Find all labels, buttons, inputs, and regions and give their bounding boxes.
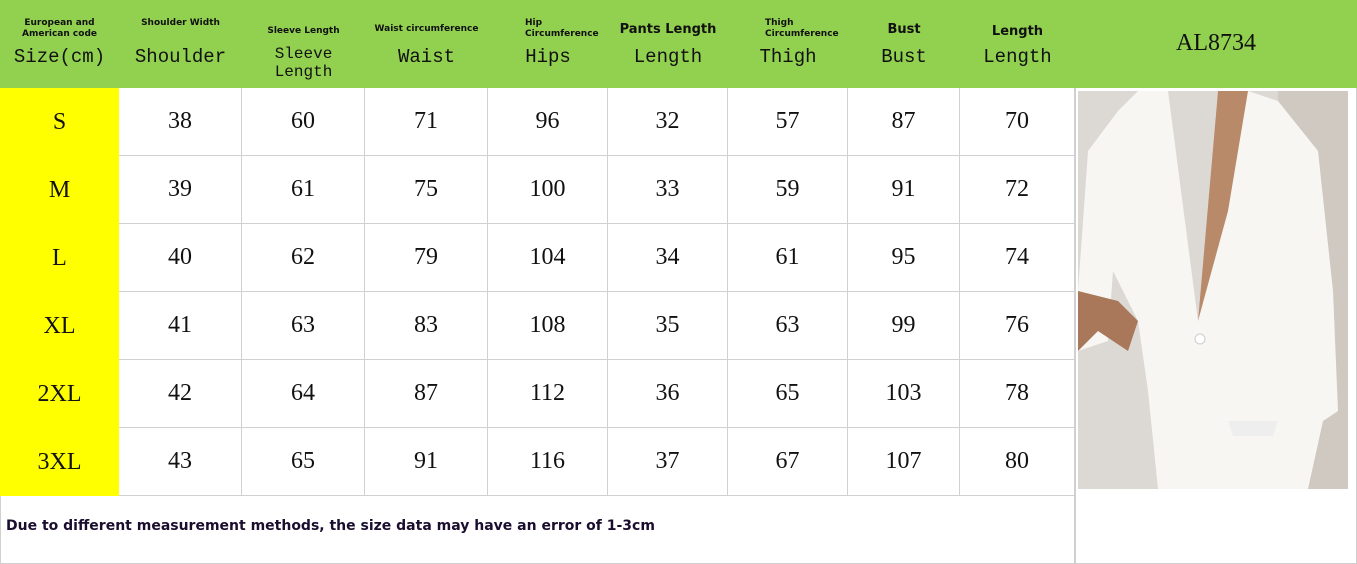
measurement-cell: 78 [960, 360, 1075, 428]
measurement-cell: 104 [488, 224, 608, 292]
measurement-cell: 62 [242, 224, 365, 292]
measurement-cell: 42 [119, 360, 242, 428]
measurement-cell: 107 [848, 428, 960, 496]
table-header: European and American code Size(cm) Should… [0, 0, 1357, 88]
measurement-cell: 79 [365, 224, 488, 292]
column-header-label: Length [983, 46, 1052, 68]
measurement-cell: 40 [119, 224, 242, 292]
measurement-cell: 116 [488, 428, 608, 496]
measurement-cell: 112 [488, 360, 608, 428]
measurement-cell: 64 [242, 360, 365, 428]
column-header: Thigh Circumference Thigh [728, 0, 848, 88]
column-header-description: Hip Circumference [525, 18, 599, 39]
measurement-cell: 38 [119, 88, 242, 156]
measurement-cell: 63 [728, 292, 848, 360]
column-header-description: European and American code [22, 18, 97, 39]
measurement-cell: 91 [365, 428, 488, 496]
measurement-cell: 43 [119, 428, 242, 496]
measurement-cell: 103 [848, 360, 960, 428]
column-header-label: Size(cm) [13, 46, 106, 68]
column-header: Pants Length Length [608, 0, 728, 88]
column-header-label: Hips [525, 46, 571, 68]
measurement-cell: 65 [242, 428, 365, 496]
measurement-cell: 57 [728, 88, 848, 156]
size-label: S [0, 88, 119, 156]
size-label: XL [0, 292, 119, 360]
measurement-cell: 74 [960, 224, 1075, 292]
column-header-description: Shoulder Width [141, 18, 220, 28]
size-label: L [0, 224, 119, 292]
measurement-cell: 35 [608, 292, 728, 360]
measurement-cell: 41 [119, 292, 242, 360]
column-header-label: Bust [881, 46, 927, 68]
measurement-cell: 100 [488, 156, 608, 224]
measurement-cell: 65 [728, 360, 848, 428]
column-header-label: Thigh [759, 46, 817, 68]
measurement-cell: 83 [365, 292, 488, 360]
column-header: Waist circumference Waist [365, 0, 488, 88]
product-code: AL8734 [1176, 30, 1256, 56]
column-header: Sleeve Length Sleeve Length [242, 0, 365, 88]
product-photo [1078, 91, 1348, 489]
column-header-label: Sleeve Length [274, 45, 333, 81]
measurement-cell: 36 [608, 360, 728, 428]
column-header-description: Length [991, 24, 1044, 39]
measurement-cell: 67 [728, 428, 848, 496]
measurement-cell: 32 [608, 88, 728, 156]
measurement-cell: 63 [242, 292, 365, 360]
column-header: Bust Bust [848, 0, 960, 88]
column-header-description: Thigh Circumference [765, 18, 839, 39]
measurement-cell: 34 [608, 224, 728, 292]
measurement-cell: 95 [848, 224, 960, 292]
measurement-cell: 76 [960, 292, 1075, 360]
measurement-cell: 71 [365, 88, 488, 156]
measurement-cell: 87 [365, 360, 488, 428]
measurement-cell: 96 [488, 88, 608, 156]
size-label: 3XL [0, 428, 119, 496]
column-header-description: Bust [887, 22, 921, 37]
measurement-cell: 61 [728, 224, 848, 292]
measurement-cell: 72 [960, 156, 1075, 224]
measurement-cell: 60 [242, 88, 365, 156]
size-label: 2XL [0, 360, 119, 428]
measurement-cell: 75 [365, 156, 488, 224]
measurement-cell: 99 [848, 292, 960, 360]
measurement-cell: 37 [608, 428, 728, 496]
size-label: M [0, 156, 119, 224]
measurement-cell: 70 [960, 88, 1075, 156]
measurement-cell: 61 [242, 156, 365, 224]
column-header-label: Length [633, 46, 703, 68]
measurement-cell: 33 [608, 156, 728, 224]
measurement-note: Due to different measurement methods, th… [6, 518, 655, 534]
measurement-cell: 87 [848, 88, 960, 156]
column-header: Length Length [960, 0, 1075, 88]
measurement-cell: 80 [960, 428, 1075, 496]
column-header-description: Waist circumference [374, 24, 479, 34]
column-header-description: Sleeve Length [267, 26, 340, 36]
measurement-cell: 39 [119, 156, 242, 224]
column-header: Shoulder Width Shoulder [119, 0, 242, 88]
column-header-description: Pants Length [619, 22, 717, 37]
column-header-label: Waist [397, 46, 455, 68]
column-header: Hip Circumference Hips [488, 0, 608, 88]
column-header-label: Shoulder [134, 46, 227, 68]
measurement-cell: 59 [728, 156, 848, 224]
measurement-cell: 108 [488, 292, 608, 360]
column-header: European and American code Size(cm) [0, 0, 119, 88]
measurement-cell: 91 [848, 156, 960, 224]
